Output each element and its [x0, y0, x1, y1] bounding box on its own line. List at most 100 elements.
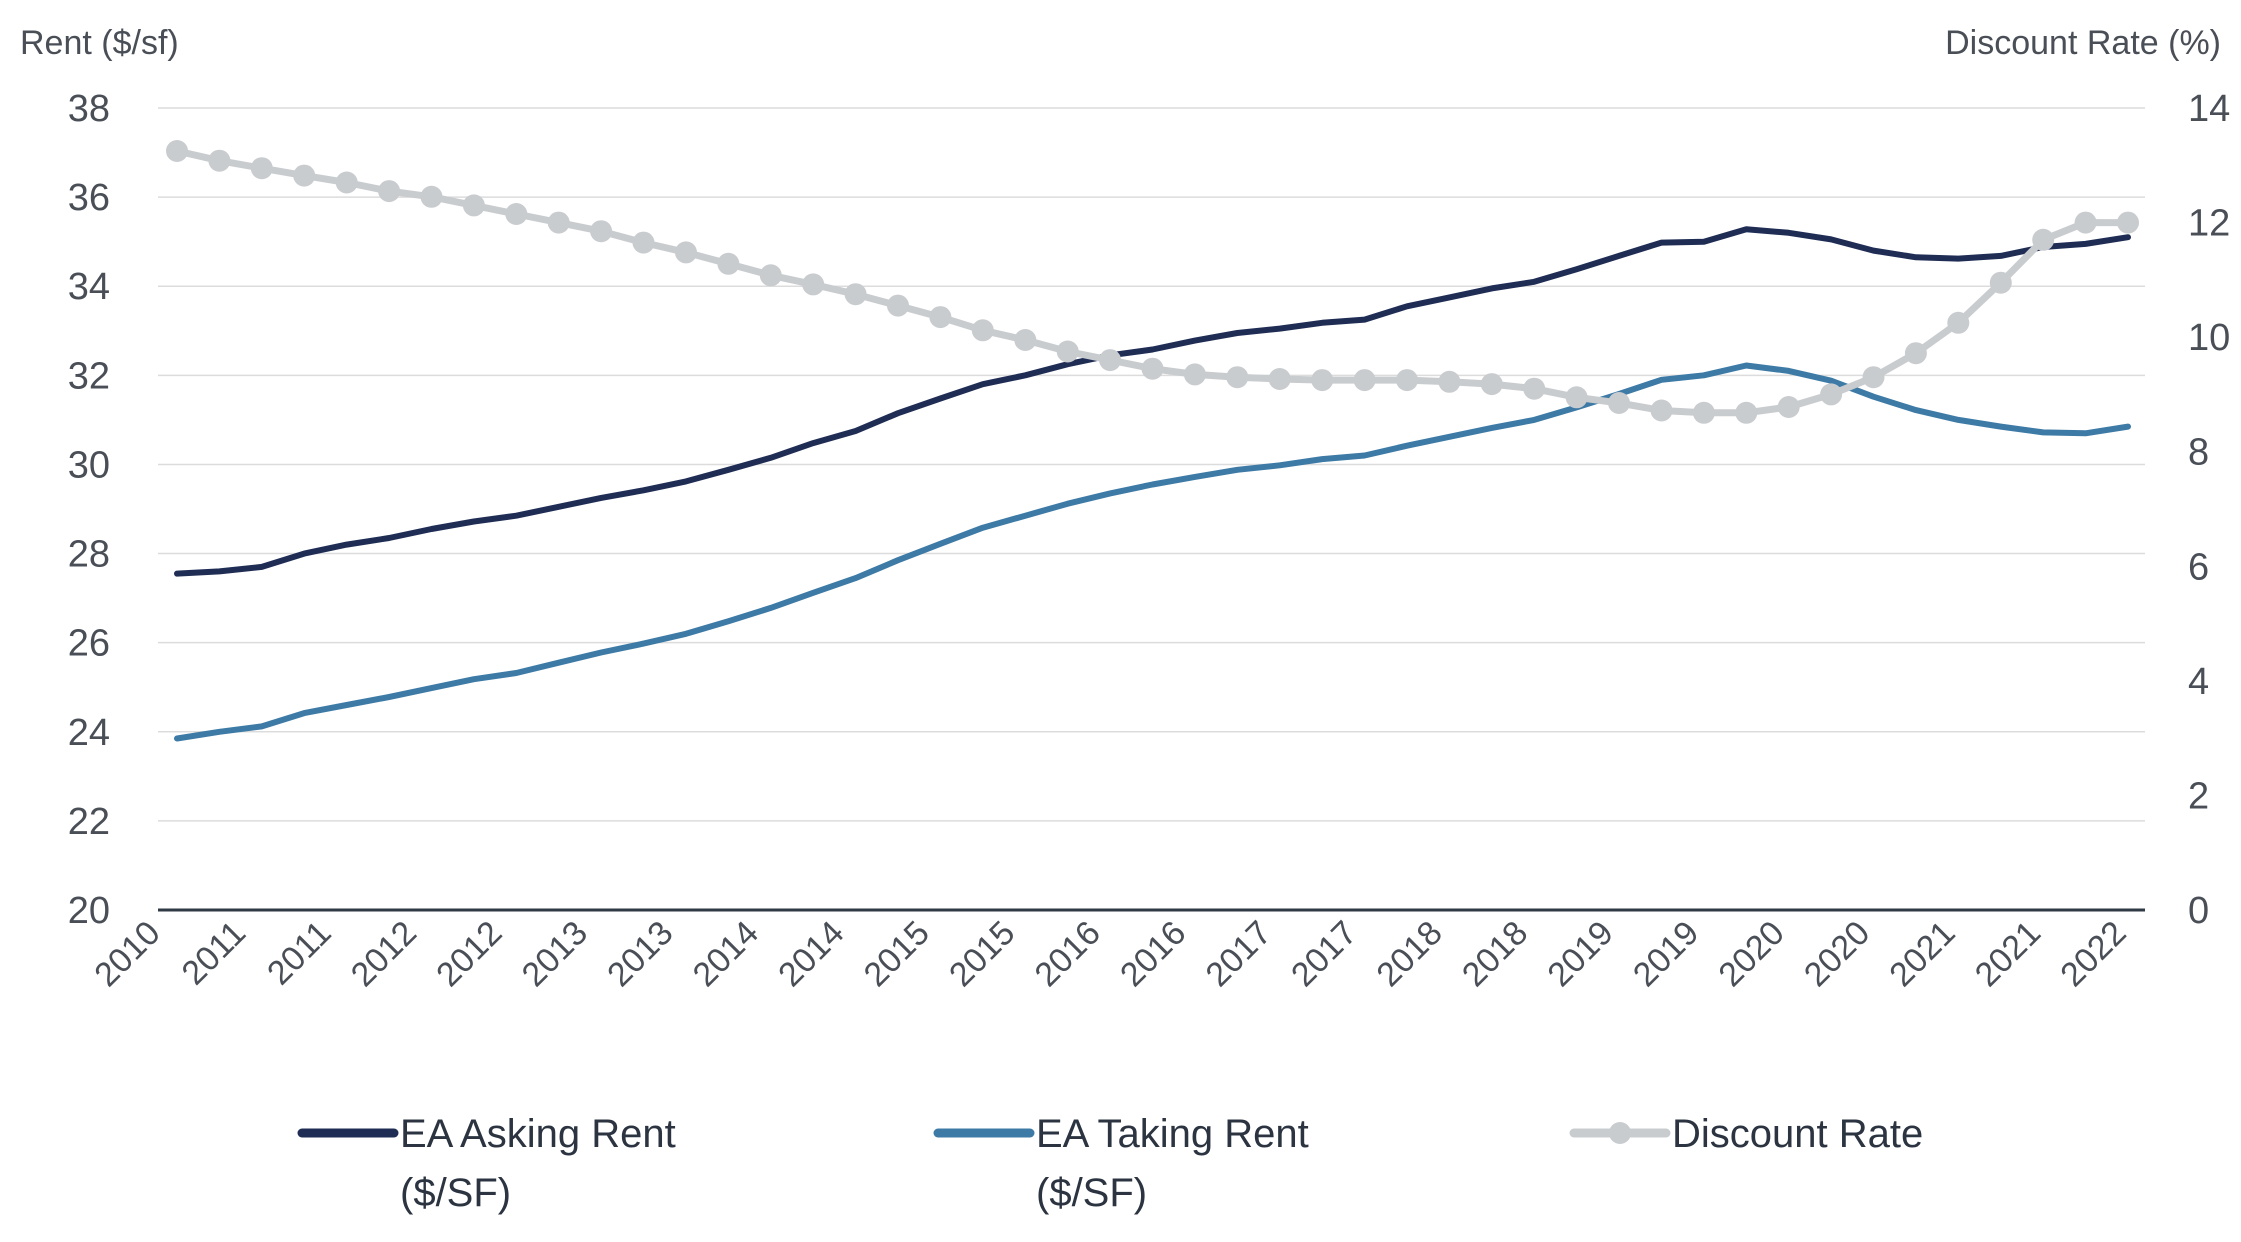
data-point-discount-rate — [1141, 357, 1164, 380]
data-point-discount-rate — [802, 273, 825, 296]
data-point-discount-rate — [844, 283, 867, 306]
left-tick-label: 26 — [68, 623, 110, 665]
data-point-discount-rate — [1777, 396, 1800, 418]
data-point-discount-rate — [547, 211, 570, 234]
legend-label-discount-rate: Discount Rate — [1672, 1112, 1923, 1156]
data-point-discount-rate — [717, 252, 740, 275]
x-tick-label: 2015 — [942, 914, 1022, 994]
legend-label-taking-rent-line2: ($/SF) — [1036, 1171, 1147, 1215]
right-tick-label: 8 — [2188, 432, 2209, 474]
data-point-discount-rate — [2074, 211, 2097, 234]
data-point-discount-rate — [462, 194, 485, 217]
data-point-discount-rate — [1608, 392, 1630, 414]
x-tick-label: 2011 — [175, 914, 254, 993]
series-line-ea-asking-rent-sf — [174, 226, 2131, 577]
legend-item-asking-rent: EA Asking Rent ($/SF) — [297, 1112, 676, 1215]
right-axis-title: Discount Rate (%) — [1945, 24, 2221, 62]
data-point-discount-rate — [293, 164, 316, 187]
data-point-discount-rate — [1523, 377, 1546, 400]
data-point-discount-rate — [208, 149, 231, 172]
data-point-discount-rate — [1183, 363, 1206, 386]
x-tick-label: 2013 — [515, 914, 595, 994]
legend-label-asking-rent-line1: EA Asking Rent — [400, 1112, 676, 1156]
data-point-discount-rate — [632, 231, 655, 254]
x-tick-label: 2022 — [2053, 914, 2133, 994]
x-tick-label: 2012 — [344, 914, 424, 994]
right-tick-label: 4 — [2188, 661, 2209, 703]
data-point-discount-rate — [1650, 399, 1673, 422]
right-tick-label: 10 — [2188, 317, 2230, 359]
data-point-discount-rate — [590, 220, 613, 243]
right-tick-label: 0 — [2188, 890, 2209, 932]
left-axis-ticks: 20 22 24 26 28 30 32 34 36 38 — [68, 88, 110, 932]
data-point-discount-rate — [250, 157, 273, 180]
data-point-discount-rate — [971, 319, 994, 342]
data-point-discount-rate — [420, 185, 443, 208]
x-tick-label: 2012 — [429, 914, 509, 994]
data-point-discount-rate — [1311, 369, 1334, 392]
x-tick-label: 2021 — [1968, 914, 2048, 994]
x-tick-label: 2018 — [1455, 914, 1535, 994]
data-point-discount-rate — [505, 203, 528, 225]
legend-item-discount-rate: Discount Rate — [1569, 1112, 1923, 1156]
left-tick-label: 36 — [68, 177, 110, 219]
x-tick-label: 2014 — [686, 914, 766, 994]
data-point-discount-rate — [1226, 366, 1249, 389]
right-tick-label: 6 — [2188, 546, 2209, 588]
x-tick-label: 2015 — [857, 914, 937, 994]
right-tick-label: 14 — [2188, 88, 2230, 130]
data-point-discount-rate — [1056, 340, 1079, 363]
data-point-discount-rate — [1862, 366, 1885, 389]
data-point-discount-rate — [1396, 369, 1418, 392]
data-point-discount-rate — [1480, 373, 1503, 396]
data-point-discount-rate — [1099, 349, 1122, 372]
legend: EA Asking Rent ($/SF) EA Taking Rent ($/… — [297, 1112, 1923, 1215]
x-tick-label: 2020 — [1711, 914, 1791, 994]
marker-layer — [166, 140, 2139, 424]
x-tick-label: 2014 — [771, 914, 851, 994]
data-point-discount-rate — [1565, 386, 1588, 409]
x-tick-label: 2011 — [260, 914, 339, 993]
data-point-discount-rate — [2032, 228, 2055, 251]
left-tick-label: 38 — [68, 88, 110, 130]
x-tick-label: 2020 — [1797, 914, 1877, 994]
data-point-discount-rate — [759, 264, 782, 287]
data-point-discount-rate — [1438, 370, 1461, 393]
data-point-discount-rate — [929, 306, 952, 329]
data-point-discount-rate — [2117, 211, 2139, 234]
x-tick-label: 2013 — [600, 914, 680, 994]
gridlines — [158, 107, 2145, 912]
legend-label-asking-rent-line2: ($/SF) — [400, 1171, 511, 1215]
x-tick-label: 2019 — [1626, 914, 1706, 994]
legend-marker-discount-rate — [1609, 1122, 1631, 1144]
data-point-discount-rate — [675, 241, 697, 264]
left-tick-label: 24 — [68, 712, 110, 754]
right-axis-ticks: 0 2 4 6 8 10 12 14 — [2188, 88, 2230, 932]
left-tick-label: 28 — [68, 534, 110, 576]
data-point-discount-rate — [1904, 342, 1927, 365]
left-tick-label: 30 — [68, 444, 110, 486]
data-point-discount-rate — [1820, 383, 1843, 406]
x-axis-ticks: 2010 2011 2011 2012 2012 2013 2013 2014 2014 2015… — [87, 914, 2133, 994]
right-tick-label: 2 — [2188, 775, 2209, 817]
series-line-ea-taking-rent-sf — [174, 362, 2131, 742]
data-point-discount-rate — [378, 180, 401, 203]
left-tick-label: 34 — [68, 266, 110, 308]
left-tick-label: 20 — [68, 890, 110, 932]
x-tick-label: 2016 — [1028, 914, 1108, 994]
data-point-discount-rate — [335, 171, 358, 194]
data-point-discount-rate — [1989, 271, 2012, 294]
data-point-discount-rate — [166, 140, 188, 162]
left-tick-label: 32 — [68, 355, 110, 397]
right-tick-label: 12 — [2188, 203, 2230, 245]
data-point-discount-rate — [887, 294, 909, 317]
x-tick-label: 2018 — [1369, 914, 1449, 994]
data-point-discount-rate — [1353, 369, 1376, 392]
x-tick-label: 2016 — [1113, 914, 1193, 994]
left-tick-label: 22 — [68, 801, 110, 843]
legend-label-taking-rent-line1: EA Taking Rent — [1036, 1112, 1309, 1156]
x-tick-label: 2017 — [1199, 914, 1279, 994]
data-point-discount-rate — [1692, 401, 1715, 424]
series-layer — [173, 147, 2132, 742]
data-point-discount-rate — [1014, 329, 1037, 351]
